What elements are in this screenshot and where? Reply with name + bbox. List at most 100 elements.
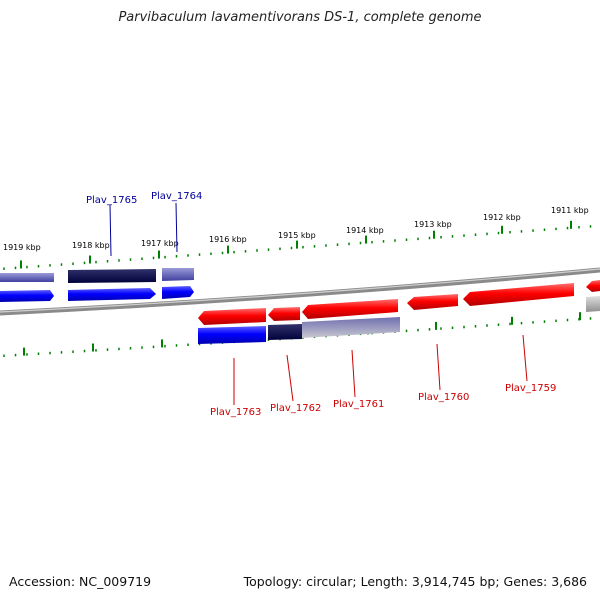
tick-label: 1915 kbp [278, 231, 316, 240]
lower-gene-track [198, 280, 600, 344]
gene-labels: Plav_1765 Plav_1764 Plav_1763 Plav_1762 … [86, 191, 556, 418]
minor-tick [175, 344, 178, 347]
tick-label: 1914 kbp [346, 226, 384, 235]
minor-tick [359, 241, 362, 245]
gene-arrow[interactable] [0, 290, 54, 302]
gene-arrow[interactable] [463, 283, 574, 306]
major-tick [365, 235, 367, 244]
minor-tick [486, 324, 488, 327]
minor-tick [3, 267, 5, 270]
minor-tick [543, 320, 546, 323]
minor-tick [417, 237, 419, 241]
minor-tick [440, 235, 442, 239]
upper-gene-track [0, 268, 194, 302]
minor-tick [106, 260, 109, 263]
outer-scale [3, 220, 592, 270]
minor-tick [26, 353, 28, 356]
gene-arrow[interactable] [302, 299, 398, 319]
minor-tick [440, 327, 442, 330]
gene-block[interactable] [162, 268, 194, 281]
minor-tick [302, 245, 304, 249]
minor-tick [152, 345, 155, 349]
genome-backbone-highlight [0, 268, 600, 313]
minor-tick [509, 322, 511, 326]
leader-lines [109, 202, 528, 405]
accession-label: Accession: NC_009719 [9, 574, 152, 589]
minor-tick [474, 325, 477, 328]
minor-tick [589, 225, 592, 228]
major-tick [435, 321, 437, 330]
gene-arrow[interactable] [268, 307, 300, 321]
minor-tick [578, 225, 580, 229]
minor-tick [244, 250, 247, 253]
gene-label-plav-1764[interactable]: Plav_1764 [151, 191, 202, 202]
minor-tick [279, 247, 281, 251]
gene-label-plav-1761[interactable]: Plav_1761 [333, 399, 384, 410]
gene-label-plav-1759[interactable]: Plav_1759 [505, 383, 556, 394]
leader-line [522, 334, 528, 382]
gene-arrow[interactable] [198, 308, 266, 325]
minor-tick [49, 264, 51, 267]
leader-line [175, 202, 178, 253]
minor-tick [3, 354, 5, 358]
gene-arrow[interactable] [68, 288, 156, 301]
genome-summary: Topology: circular; Length: 3,914,745 bp… [243, 574, 587, 589]
minor-tick [118, 347, 120, 351]
minor-tick [428, 236, 431, 240]
gene-label-plav-1760[interactable]: Plav_1760 [418, 392, 469, 403]
minor-tick [37, 352, 40, 356]
genome-title: Parvibaculum lavamentivorans DS-1, compl… [118, 10, 482, 25]
minor-tick [405, 238, 408, 241]
major-tick [296, 240, 298, 249]
gene-label-plav-1765[interactable]: Plav_1765 [86, 195, 137, 206]
minor-tick [451, 235, 454, 238]
minor-tick [451, 326, 454, 330]
minor-tick [474, 233, 477, 236]
minor-tick [325, 244, 327, 247]
minor-tick [129, 347, 132, 350]
major-tick [501, 225, 503, 234]
minor-tick [555, 227, 557, 231]
leader-line [436, 343, 441, 391]
gene-block[interactable] [268, 324, 302, 340]
gene-label-plav-1762[interactable]: Plav_1762 [270, 403, 321, 414]
gene-block[interactable] [302, 317, 400, 338]
gene-block[interactable] [586, 296, 600, 312]
minor-tick [106, 348, 109, 351]
minor-tick [118, 259, 120, 262]
minor-tick [187, 343, 189, 347]
gene-arrow[interactable] [162, 286, 194, 299]
major-tick [158, 250, 160, 259]
minor-tick [267, 248, 270, 251]
minor-tick [72, 262, 74, 265]
minor-tick [497, 323, 500, 326]
minor-tick [543, 228, 546, 231]
gene-arrow[interactable] [586, 280, 600, 292]
tick-label: 1912 kbp [483, 213, 521, 222]
major-tick [433, 230, 435, 239]
minor-tick [290, 246, 293, 250]
minor-tick [394, 239, 396, 242]
minor-tick [95, 260, 97, 264]
minor-tick [405, 329, 408, 333]
gene-block[interactable] [68, 269, 156, 283]
gene-block[interactable] [198, 326, 266, 344]
gene-label-plav-1763[interactable]: Plav_1763 [210, 407, 261, 418]
minor-tick [37, 264, 40, 268]
minor-tick [95, 349, 97, 352]
minor-tick [60, 351, 63, 354]
minor-tick [566, 226, 569, 230]
gene-arrow[interactable] [407, 294, 458, 310]
minor-tick [233, 250, 235, 254]
gene-block[interactable] [0, 273, 54, 282]
minor-tick [566, 318, 569, 322]
minor-tick [486, 232, 488, 236]
minor-tick [164, 255, 166, 259]
minor-tick [428, 328, 431, 331]
tick-label: 1919 kbp [3, 243, 41, 252]
minor-tick [198, 342, 201, 346]
minor-tick [348, 242, 350, 246]
major-tick [161, 339, 163, 348]
minor-tick [256, 249, 258, 252]
